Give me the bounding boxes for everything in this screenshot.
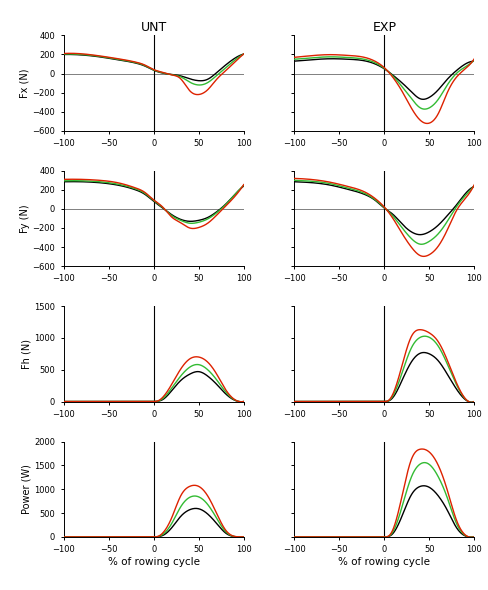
Title: EXP: EXP <box>371 21 395 34</box>
Y-axis label: Fx (N): Fx (N) <box>20 68 29 98</box>
X-axis label: % of rowing cycle: % of rowing cycle <box>338 557 429 567</box>
Title: UNT: UNT <box>140 21 166 34</box>
Y-axis label: Fh (N): Fh (N) <box>21 339 31 369</box>
X-axis label: % of rowing cycle: % of rowing cycle <box>107 557 199 567</box>
Y-axis label: Power (W): Power (W) <box>21 464 31 514</box>
Y-axis label: Fy (N): Fy (N) <box>20 204 29 233</box>
